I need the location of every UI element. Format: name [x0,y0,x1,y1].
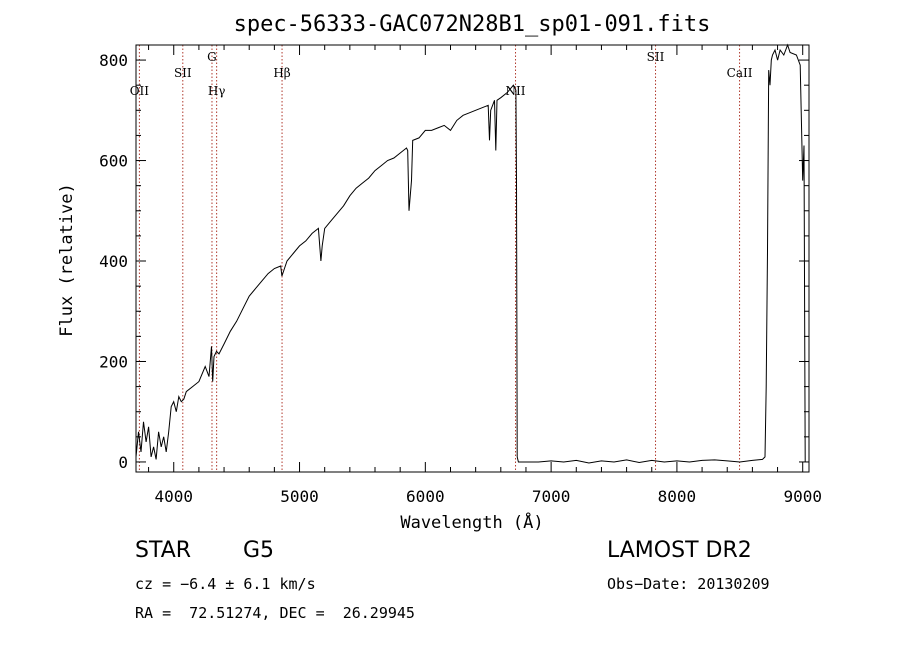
y-tick-label-3: 600 [99,152,128,171]
line-label-4: Hβ [273,66,290,80]
obs-date: Obs−Date: 20130209 [607,575,770,593]
x-axis-label: Wavelength (Å) [400,511,543,533]
line-label-7: CaII [727,66,753,80]
y-tick-label-2: 400 [99,252,128,271]
line-label-3: Hγ [208,84,226,98]
chart-title: spec-56333-GAC072N28B1_sp01-091.fits [234,12,711,37]
x-tick-label-3: 7000 [532,487,571,506]
y-tick-label-0: 0 [118,453,128,472]
x-tick-label-1: 5000 [280,487,319,506]
object-class: STAR [135,538,192,563]
survey-name: LAMOST DR2 [607,538,752,563]
x-tick-label-2: 6000 [406,487,445,506]
plot-frame [135,44,810,473]
axes: 4000 5000 6000 7000 8000 9000 0 200 400 600 800 [99,45,822,506]
y-axis-label: Flux (relative) [57,183,77,337]
x-tick-label-5: 9000 [783,487,822,506]
line-label-1: SII [174,66,192,80]
y-tick-label-1: 200 [99,352,128,371]
x-tick-label-4: 8000 [658,487,697,506]
redshift-readout: cz = −6.4 ± 6.1 km/s [135,575,316,593]
line-label-0: OII [130,84,150,98]
line-label-6: SII [647,50,665,64]
x-tick-label-0: 4000 [154,487,193,506]
spectrum-line [135,43,806,464]
coordinates: RA = 72.51274, DEC = 26.29945 [135,604,415,622]
line-label-2: G [207,50,217,64]
object-subclass: G5 [243,538,275,563]
y-tick-label-4: 800 [99,51,128,70]
